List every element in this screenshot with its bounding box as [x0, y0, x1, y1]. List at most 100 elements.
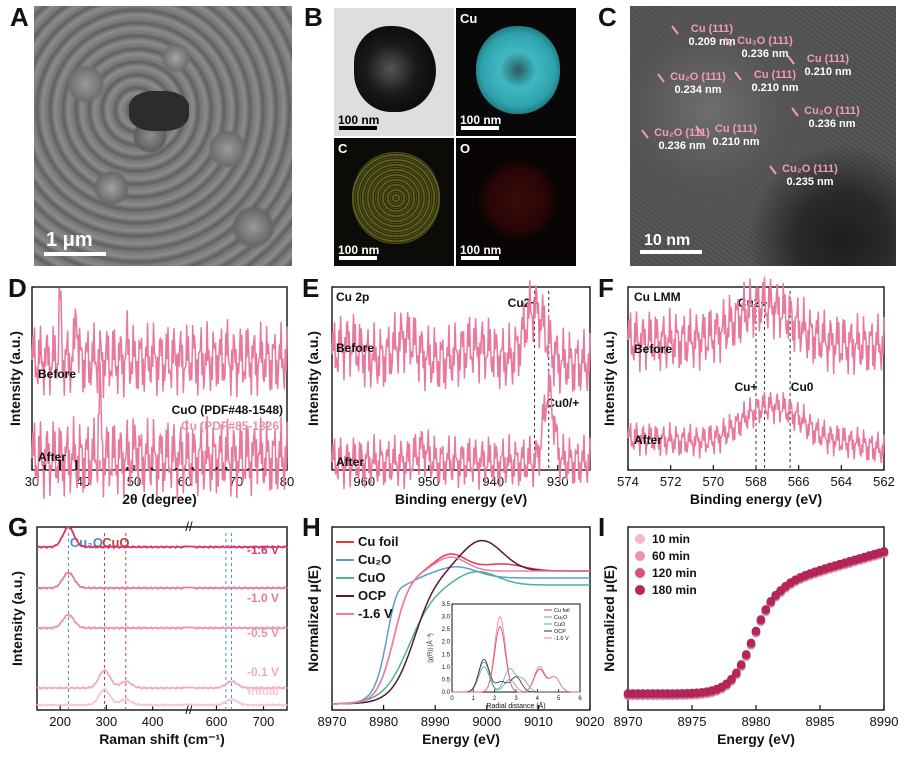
- raman-x-tick-label: 300: [96, 714, 118, 729]
- xps-cu2p-title: Cu 2p: [336, 290, 369, 304]
- scale-bar-b-c: [339, 256, 377, 260]
- xanes-time-point: [731, 668, 741, 678]
- xanes-time-y-axis-label: Normalized μ(E): [601, 565, 617, 672]
- xanes-x-tick-label: 8990: [421, 714, 450, 729]
- xps-cu2p-x-tick-label: 950: [418, 474, 440, 489]
- hrtem-plane-label: Cu₂O (111): [654, 127, 710, 139]
- hrtem-fringe-marker: [769, 165, 777, 175]
- hrtem-plane-label: Cu₂O (111): [782, 163, 838, 175]
- xanes-inset-x-tick-label: 3: [514, 696, 518, 702]
- hrtem-fringe-marker: [671, 25, 679, 35]
- xanes-legend-label: CuO: [358, 570, 385, 585]
- xps-cu2p-y-axis-label: Intensity (a.u.): [305, 331, 321, 426]
- xanes-x-tick-label: 8980: [369, 714, 398, 729]
- panel-a: A 1 μm: [0, 0, 300, 270]
- raman-series-label: -0.5 V: [247, 626, 279, 640]
- raman-x-axis-label: Raman shift (cm⁻¹): [99, 731, 225, 747]
- hrtem-plane-label: Cu₂O (111): [737, 35, 793, 47]
- xps-culmm-marker-label: Cu0: [791, 380, 814, 394]
- panel-b: B 100 nm Cu 100 nm C 100 nm O 100 nm: [300, 0, 600, 270]
- xps-culmm-x-tick-label: 564: [830, 474, 852, 489]
- hrtem-d-spacing-label: 0.236 nm: [658, 140, 705, 152]
- xrd-x-tick-label: 30: [25, 474, 39, 489]
- xanes-time-legend-label: 120 min: [652, 566, 697, 580]
- raman-series-label: -1.6 V: [247, 543, 279, 557]
- xanes-x-tick-label: 8970: [318, 714, 347, 729]
- xps-culmm-x-tick-label: 570: [702, 474, 724, 489]
- xanes-x-tick-label: 9010: [524, 714, 553, 729]
- raman-series-3: [36, 669, 288, 691]
- xanes-x-axis-label: Energy (eV): [422, 731, 500, 747]
- xps-culmm-x-tick-label: 572: [660, 474, 682, 489]
- scale-bar-c: [640, 250, 702, 254]
- xanes-legend-label: Cu₂O: [358, 552, 391, 567]
- hrtem-plane-label: Cu (111): [691, 23, 734, 35]
- hrtem-fringe-marker: [657, 73, 665, 83]
- xanes-inset-legend-label: -1.6 V: [554, 636, 569, 642]
- xps-culmm-x-tick-label: 566: [788, 474, 810, 489]
- raman-series-4: [36, 688, 288, 708]
- eds-c-label: C: [338, 141, 348, 156]
- xanes-inset-y-tick-label: 1.5: [442, 652, 451, 658]
- panel-label-i: I: [598, 512, 606, 542]
- xps-cu2p-curve-label-before: Before: [336, 341, 374, 355]
- xps-culmm-curve-label-after: After: [634, 433, 662, 447]
- hrtem-fringe-marker: [787, 55, 795, 65]
- xanes-time-point: [756, 614, 766, 624]
- raman-plot-frame: [36, 526, 288, 711]
- raman-axis-break-bottom: //: [185, 702, 193, 717]
- xps-culmm-y-axis-label: Intensity (a.u.): [601, 331, 617, 426]
- xanes-inset-x-tick-label: 2: [493, 696, 497, 702]
- hrtem-plane-label: Cu (111): [754, 69, 797, 81]
- panel-label-g: G: [8, 512, 29, 542]
- raman-series-0: [36, 526, 288, 550]
- xanes-y-axis-label: Normalized μ(E): [305, 565, 321, 672]
- xps-culmm-marker-label: Cu+: [734, 380, 757, 394]
- eds-c-map: [352, 152, 440, 244]
- xanes-inset-x-tick-label: 0: [450, 696, 454, 702]
- xanes-time-x-tick-label: 8990: [870, 714, 899, 729]
- panel-label-h: H: [302, 512, 321, 542]
- raman-y-axis-label: Intensity (a.u.): [9, 571, 25, 666]
- xanes-time-x-tick-label: 8975: [678, 714, 707, 729]
- xps-cu2p-series-after: [331, 370, 591, 490]
- xanes-time-point: [879, 546, 889, 556]
- scale-bar-c-label: 10 nm: [644, 232, 691, 249]
- hrtem-d-spacing-label: 0.236 nm: [808, 118, 855, 130]
- xanes-time-x-tick-label: 8985: [806, 714, 835, 729]
- hrtem-plane-label: Cu (111): [715, 123, 758, 135]
- xanes-inset-legend-label: OCP: [554, 629, 566, 635]
- xrd-x-tick-label: 60: [178, 474, 192, 489]
- xanes-time-point: [726, 674, 736, 684]
- hrtem-image: 10 nm: [630, 6, 896, 266]
- xps-cu2p-series-before: [331, 280, 591, 394]
- xanes-inset-legend-label: CuO: [554, 622, 566, 628]
- scale-bar-b-tem-label: 100 nm: [338, 113, 380, 127]
- xanes-time-point: [751, 626, 761, 636]
- hrtem-d-spacing-label: 0.235 nm: [786, 176, 833, 188]
- xanes-inset-y-label: |χ(R)| (Å⁻³): [427, 633, 434, 662]
- hrtem-annotations: Cu (111)0.209 nm Cu₂O (111)0.236 nm Cu (11…: [641, 23, 860, 188]
- hrtem-fringe-marker: [734, 71, 742, 81]
- hrtem-plane-label: Cu₂O (111): [804, 105, 860, 117]
- xanes-legend-label: -1.6 V: [358, 606, 393, 621]
- xanes-time-x-axis-label: Energy (eV): [717, 731, 795, 747]
- eds-cu-tile: Cu 100 nm: [456, 8, 576, 136]
- xanes-time-x-tick-label: 8970: [614, 714, 643, 729]
- hrtem-fringe-marker: [695, 125, 703, 135]
- xanes-inset-x-tick-label: 6: [578, 696, 582, 702]
- xanes-time-point: [736, 659, 746, 669]
- hrtem-d-spacing-label: 0.210 nm: [712, 136, 759, 148]
- eds-o-tile: O 100 nm: [456, 138, 576, 266]
- xanes-inset-y-tick-label: 3.5: [442, 602, 451, 608]
- xanes-legend-label: Cu foil: [358, 534, 398, 549]
- hrtem-plane-label: Cu (111): [807, 53, 850, 65]
- raman-series-1: [36, 571, 288, 591]
- eds-c-tile: C 100 nm: [334, 138, 454, 266]
- panel-label-a: A: [10, 2, 29, 32]
- xanes-inset-legend-label: Cu foil: [554, 608, 570, 614]
- xanes-inset-y-tick-label: 1.0: [442, 665, 451, 671]
- xanes-plot-frame: [331, 526, 591, 711]
- xrd-curve-label-before: Before: [38, 367, 76, 381]
